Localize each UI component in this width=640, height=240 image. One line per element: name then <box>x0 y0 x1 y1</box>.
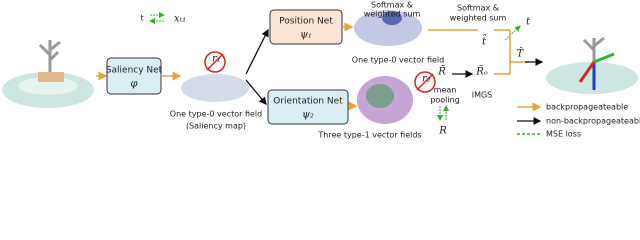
input-cloud <box>2 40 94 108</box>
T-hat-label: T̂ <box>517 48 525 60</box>
caption: IMGS <box>472 91 493 100</box>
r-tilde-o-label: R̃ₒ <box>475 66 488 78</box>
caption: mean <box>434 86 457 95</box>
caption: One type-0 vector field <box>352 56 444 65</box>
arrow <box>245 28 269 75</box>
caption: pooling <box>430 96 459 105</box>
red-slash <box>416 73 434 91</box>
diagram: Saliency Net φ t xₜ₁ r₁ One type-0 vecto… <box>2 1 640 140</box>
legend-label: non-backpropageateable <box>546 117 640 126</box>
caption: weighted sum <box>450 14 507 23</box>
node-label: Saliency Net <box>106 66 163 76</box>
caption: Three type-1 vector fields <box>317 131 421 140</box>
caption: Softmax & <box>457 4 499 13</box>
t-gt-label: t <box>526 17 531 28</box>
output-cloud <box>546 36 638 94</box>
arrow <box>504 25 521 41</box>
caption: Softmax & <box>371 1 413 10</box>
caption: weighted sum <box>364 10 421 19</box>
legend-label: MSE loss <box>546 130 581 139</box>
position-cloud <box>354 10 422 46</box>
t-hat-label: t̂ <box>482 34 487 47</box>
legend-label: backpropageateable <box>546 103 628 112</box>
red-circle <box>204 51 226 73</box>
red-circle <box>414 71 436 93</box>
orientation-cloud <box>357 76 413 124</box>
r-tilde-label: R̃ <box>437 66 446 78</box>
arrow <box>494 29 511 62</box>
node-symbol: φ <box>130 79 137 90</box>
saliency-cloud <box>181 74 249 102</box>
node-symbol: ψ₁ <box>300 30 312 41</box>
r1-label: r₁ <box>212 54 221 65</box>
node-label: Position Net <box>279 17 333 27</box>
node-box <box>267 89 349 125</box>
arrow <box>494 61 530 75</box>
r2-label: r₂ <box>422 74 431 85</box>
node-label: Orientation Net <box>273 97 343 107</box>
caption: (Saliency map) <box>186 122 246 131</box>
r-gt-label: R <box>438 126 447 137</box>
node-symbol: ψ₂ <box>302 110 314 121</box>
arrow <box>245 79 267 105</box>
x-t1-label: xₜ₁ <box>174 14 186 25</box>
red-slash <box>206 53 224 71</box>
caption: One type-0 vector field <box>170 110 262 119</box>
t-label: t <box>140 14 143 23</box>
